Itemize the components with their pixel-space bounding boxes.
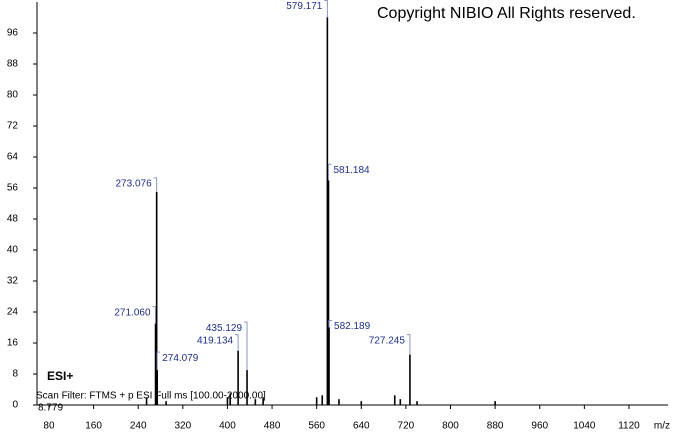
x-tick-label: 960 xyxy=(531,421,548,432)
label-bracket xyxy=(235,334,239,351)
scan-filter: Scan Filter: FTMS + p ESI Full ms [100.0… xyxy=(36,391,266,402)
peak-label: 419.134 xyxy=(197,335,234,346)
y-tick-label: 8 xyxy=(12,369,18,380)
label-bracket xyxy=(244,321,248,371)
y-tick-label: 72 xyxy=(7,121,19,132)
peak-label: 727.245 xyxy=(369,335,406,346)
x-tick-label: 400 xyxy=(219,421,236,432)
y-tick-label: 88 xyxy=(7,59,19,70)
y-tick-label: 80 xyxy=(7,90,19,101)
peak-label: 271.060 xyxy=(114,307,151,318)
label-bracket xyxy=(153,177,158,192)
label-bracket xyxy=(156,351,161,371)
y-tick-label: 16 xyxy=(7,338,19,349)
y-tick-label: 24 xyxy=(7,307,19,318)
label-bracket xyxy=(406,334,411,355)
peak-label: 579.171 xyxy=(286,1,323,12)
peak-label: 581.184 xyxy=(333,165,370,176)
peak-label: 582.189 xyxy=(334,321,371,332)
label-bracket xyxy=(327,163,332,181)
x-tick-label: 80 xyxy=(43,421,55,432)
label-bracket xyxy=(152,306,157,324)
x-axis-label: m/z xyxy=(654,421,670,432)
y-tick-label: 56 xyxy=(7,183,19,194)
x-tick-label: 480 xyxy=(264,421,281,432)
label-bracket xyxy=(324,0,328,18)
x-tick-label: 320 xyxy=(174,421,191,432)
copyright: Copyright NIBIO All Rights reserved. xyxy=(377,5,636,22)
y-tick-label: 64 xyxy=(7,152,19,163)
peak-label: 273.076 xyxy=(116,179,153,190)
x-tick-label: 240 xyxy=(130,421,147,432)
retention-time: 8.779 xyxy=(38,403,63,414)
y-tick-label: 40 xyxy=(7,245,19,256)
y-tick-label: 0 xyxy=(12,400,18,411)
peak-label: 435.129 xyxy=(206,323,243,334)
ionization: ESI+ xyxy=(47,369,73,383)
x-tick-label: 880 xyxy=(487,421,504,432)
peak-label: 274.079 xyxy=(162,353,199,364)
x-tick-label: 560 xyxy=(308,421,325,432)
x-tick-label: 1040 xyxy=(573,421,596,432)
x-tick-label: 720 xyxy=(398,421,415,432)
label-bracket xyxy=(328,320,333,328)
x-tick-label: 640 xyxy=(353,421,370,432)
y-tick-label: 32 xyxy=(7,276,19,287)
x-tick-label: 160 xyxy=(85,421,102,432)
x-tick-label: 1120 xyxy=(618,421,640,432)
y-tick-label: 48 xyxy=(7,214,19,225)
x-tick-label: 800 xyxy=(442,421,459,432)
y-tick-label: 96 xyxy=(7,28,19,39)
